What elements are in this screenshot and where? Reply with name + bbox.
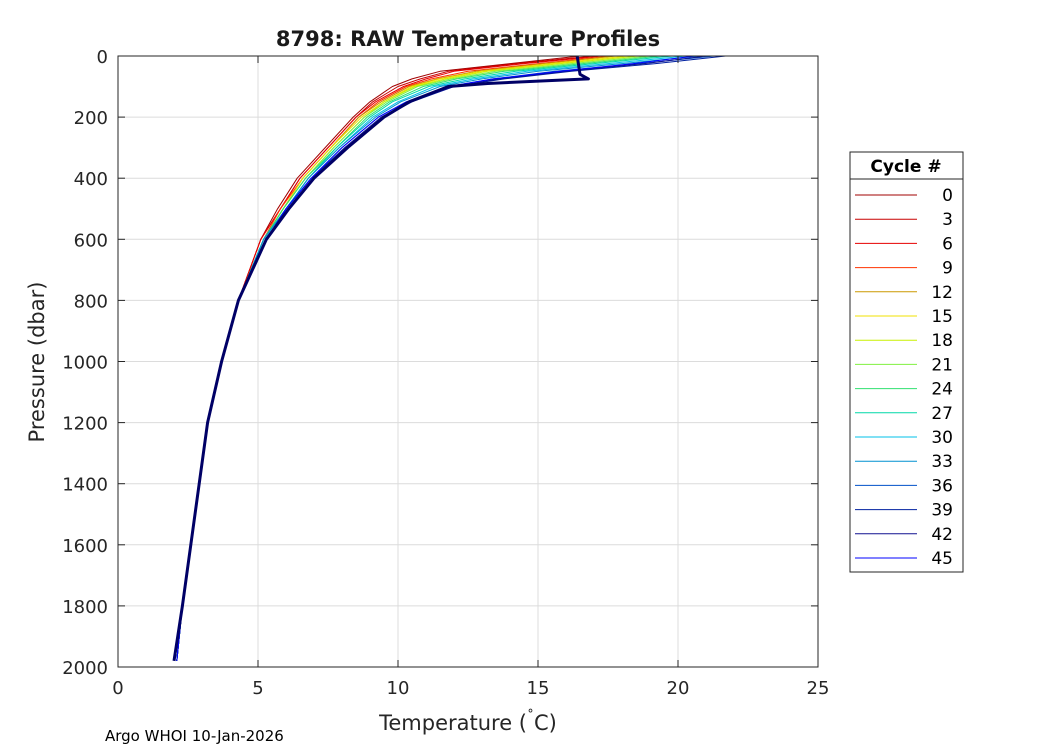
y-tick-label: 1400: [62, 475, 108, 496]
x-tick-label: 0: [112, 678, 123, 699]
legend-label-cycle-6: 6: [942, 234, 953, 254]
legend-label-cycle-12: 12: [931, 283, 953, 303]
legend-label-cycle-0: 0: [942, 186, 953, 206]
footer-label: Argo WHOI 10-Jan-2026: [105, 727, 284, 745]
legend-label-cycle-39: 39: [931, 501, 953, 521]
x-tick-label: 10: [387, 678, 410, 699]
legend-label-cycle-24: 24: [931, 380, 953, 400]
grid-lines: [117, 55, 819, 668]
chart-title: 8798: RAW Temperature Profiles: [276, 27, 660, 51]
legend-box: [849, 151, 964, 573]
y-tick-label: 800: [74, 291, 108, 312]
y-tick-label: 1000: [62, 353, 108, 374]
legend-label-cycle-42: 42: [931, 525, 953, 545]
legend-label-cycle-45: 45: [931, 549, 953, 569]
y-tick-label: 1200: [62, 414, 108, 435]
legend-label-cycle-21: 21: [931, 355, 953, 375]
series-line-latest: [172, 55, 590, 662]
x-tick-labels: 0 5 10 15 20 25: [112, 678, 829, 699]
y-tick-label: 2000: [62, 658, 108, 679]
legend-label-cycle-30: 30: [931, 428, 953, 448]
legend-label-cycle-3: 3: [942, 210, 953, 230]
y-axis-label: Pressure (dbar): [25, 282, 49, 443]
x-tick-label: 20: [667, 678, 690, 699]
tick-marks: [117, 55, 819, 668]
legend-label-cycle-18: 18: [931, 331, 953, 351]
x-tick-label: 15: [527, 678, 550, 699]
legend-label-cycle-15: 15: [931, 307, 953, 327]
legend-label-cycle-33: 33: [931, 452, 953, 472]
legend-label-cycle-27: 27: [931, 404, 953, 424]
y-tick-labels: 0 200 400 600 800 1000 1200 1400 1600 1800 2000: [62, 47, 108, 679]
y-tick-label: 200: [74, 108, 108, 129]
y-tick-label: 600: [74, 230, 108, 251]
y-tick-label: 1600: [62, 536, 108, 557]
x-tick-label: 5: [252, 678, 263, 699]
y-tick-label: 1800: [62, 597, 108, 618]
legend-title: Cycle #: [870, 157, 941, 177]
x-axis-label: Temperature (˚C): [378, 708, 557, 735]
legend-label-cycle-36: 36: [931, 476, 953, 496]
y-tick-label: 0: [97, 47, 108, 68]
legend-label-cycle-9: 9: [942, 259, 953, 279]
y-tick-label: 400: [74, 169, 108, 190]
x-tick-label: 25: [807, 678, 830, 699]
series-layer: [172, 55, 726, 662]
